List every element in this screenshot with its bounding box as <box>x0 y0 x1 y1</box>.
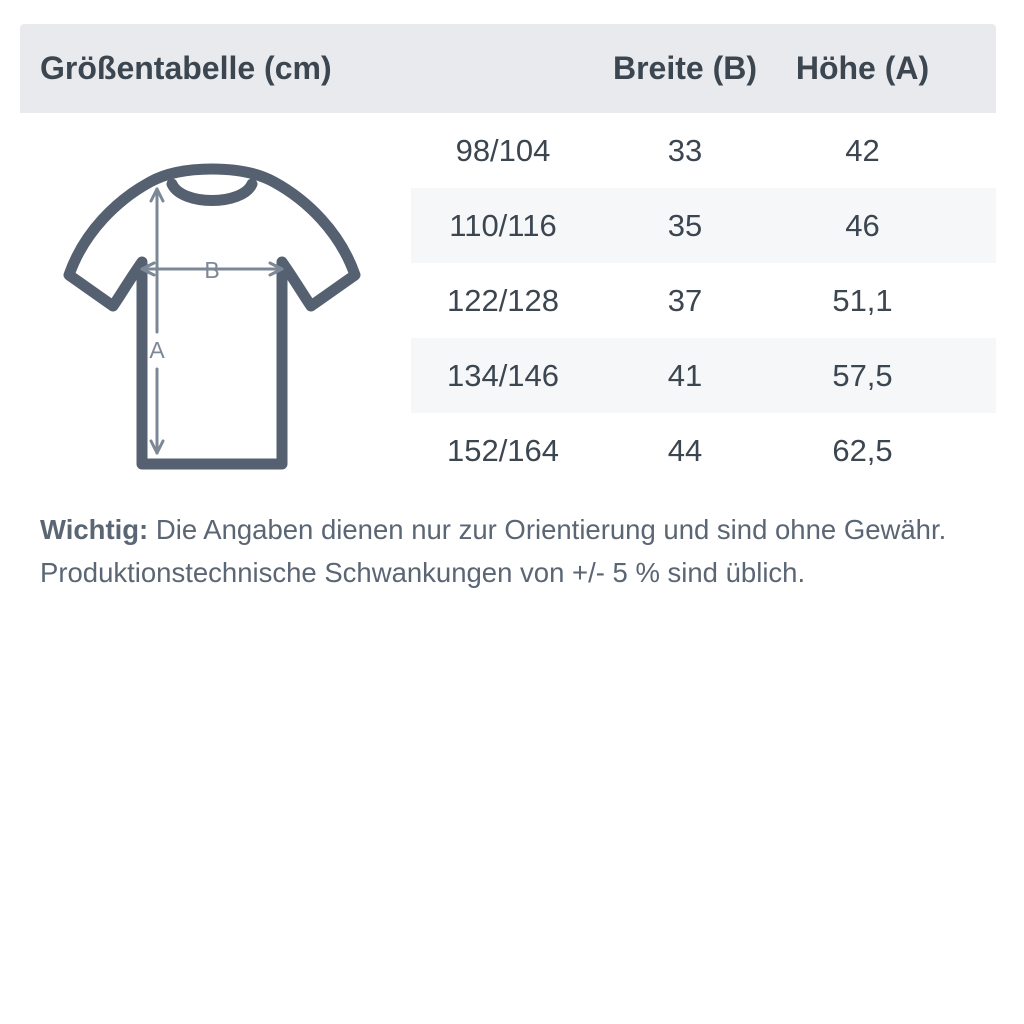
svg-text:B: B <box>204 257 219 283</box>
svg-text:A: A <box>149 337 165 363</box>
